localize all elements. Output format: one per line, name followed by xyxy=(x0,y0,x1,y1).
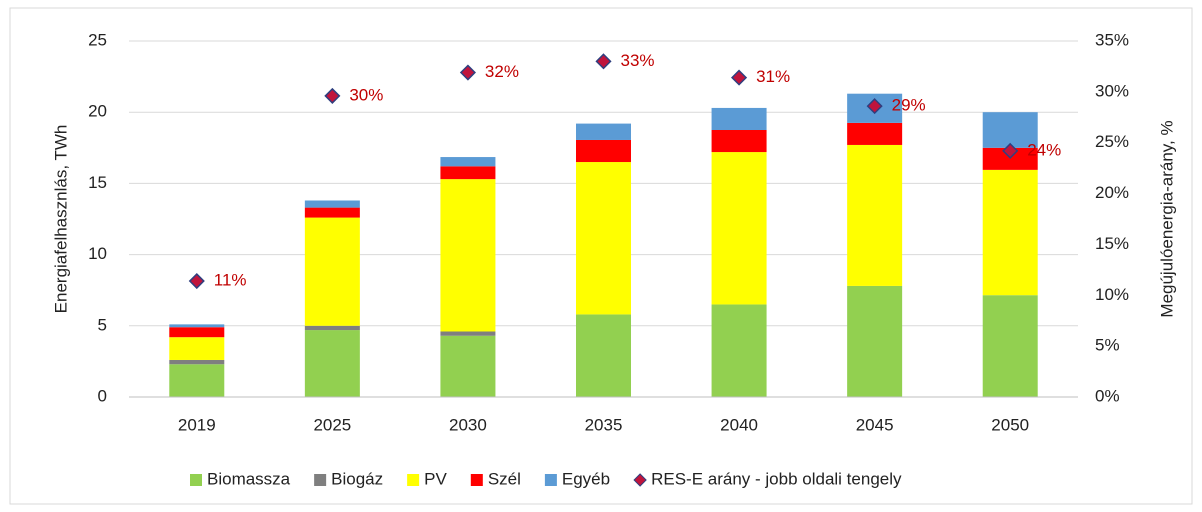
marker xyxy=(731,69,748,86)
x-tick-label: 2019 xyxy=(178,415,216,434)
bar-segment xyxy=(304,325,360,331)
bar-segment xyxy=(304,207,360,218)
bar-segment xyxy=(304,200,360,208)
marker xyxy=(1002,142,1019,159)
y-tick-label: 20 xyxy=(88,102,107,121)
bar-segment xyxy=(169,324,225,328)
legend-swatch xyxy=(470,474,483,486)
marker xyxy=(459,64,476,81)
y-tick-label: 15 xyxy=(88,173,107,192)
y2-tick-label: 5% xyxy=(1095,336,1120,355)
legend-label: Biogáz xyxy=(331,469,383,488)
y-tick-label: 25 xyxy=(88,30,107,49)
y-tick-label: 5 xyxy=(98,315,107,334)
bar-segment xyxy=(440,166,496,180)
legend-label: Szél xyxy=(488,469,521,488)
legend-label: PV xyxy=(424,469,447,488)
bar-segment xyxy=(711,152,767,305)
bar-segment xyxy=(169,327,225,338)
bar-segment xyxy=(711,130,767,153)
bar-segment xyxy=(169,359,225,365)
y2-tick-label: 30% xyxy=(1095,81,1129,100)
legend-swatch xyxy=(190,474,202,486)
legend-swatch xyxy=(544,474,557,486)
bar-segment xyxy=(982,295,1038,397)
y-tick-label: 10 xyxy=(88,244,107,263)
bar-segment xyxy=(576,314,631,397)
bar-segment xyxy=(982,112,1038,148)
bar-segment xyxy=(576,123,631,140)
bar-segment xyxy=(304,330,360,397)
legend-label: Biomassza xyxy=(207,469,291,488)
bar-segment xyxy=(711,304,767,397)
bar-segment xyxy=(440,157,496,167)
legend-label: RES-E arány - jobb oldali tengely xyxy=(651,469,902,488)
bar-segment xyxy=(847,144,903,286)
bar-segment xyxy=(982,169,1038,296)
y2-tick-label: 10% xyxy=(1095,285,1129,304)
marker xyxy=(188,272,205,290)
bar-segment xyxy=(576,162,631,315)
marker xyxy=(324,87,341,104)
data-label: 11% xyxy=(214,271,247,290)
data-label: 29% xyxy=(892,96,926,115)
x-tick-label: 2045 xyxy=(856,415,894,434)
bar-segment xyxy=(440,335,496,397)
y-tick-label: 0 xyxy=(98,386,107,405)
bar-segment xyxy=(711,107,767,130)
legend-swatch xyxy=(407,474,420,486)
marker xyxy=(866,98,883,115)
x-tick-label: 2050 xyxy=(991,415,1029,434)
y2-tick-label: 0% xyxy=(1095,386,1120,405)
x-tick-label: 2035 xyxy=(585,415,623,434)
data-label: 32% xyxy=(485,62,519,81)
bar-segment xyxy=(576,139,631,163)
x-tick-label: 2025 xyxy=(313,415,351,434)
bar-segment xyxy=(440,179,496,332)
data-label: 33% xyxy=(621,51,655,70)
bar-segment xyxy=(304,217,360,326)
legend-swatch xyxy=(314,474,327,486)
x-tick-label: 2040 xyxy=(720,415,758,434)
bar-segment xyxy=(847,285,903,397)
marker xyxy=(595,53,612,70)
y2-tick-label: 15% xyxy=(1095,234,1129,253)
y2-axis-title: Megújulóenergia-arány, % xyxy=(1157,120,1176,317)
data-label: 31% xyxy=(756,67,790,86)
data-label: 30% xyxy=(349,85,383,104)
y2-tick-label: 35% xyxy=(1095,30,1129,49)
bar-segment xyxy=(847,122,903,145)
legend-marker xyxy=(633,473,647,487)
y2-tick-label: 20% xyxy=(1095,183,1129,202)
bar-segment xyxy=(169,364,225,397)
y2-tick-label: 25% xyxy=(1095,132,1129,151)
bar-segment xyxy=(169,337,225,360)
y-axis-title: Energiafelhasznlás, TWh xyxy=(51,125,70,314)
bar-segment xyxy=(440,331,496,336)
x-tick-label: 2030 xyxy=(449,415,487,434)
legend-label: Egyéb xyxy=(562,469,610,488)
data-label: 24% xyxy=(1027,140,1061,159)
